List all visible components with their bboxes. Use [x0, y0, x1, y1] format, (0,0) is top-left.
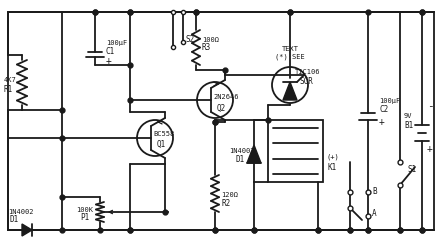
Polygon shape: [247, 145, 261, 163]
Text: 1N4002: 1N4002: [229, 148, 255, 154]
Text: S1: S1: [408, 166, 417, 174]
Text: BC558: BC558: [153, 131, 174, 137]
Text: R2: R2: [221, 199, 230, 209]
Text: 100K: 100K: [76, 207, 93, 213]
Text: D1: D1: [235, 155, 244, 163]
Text: C1: C1: [106, 47, 115, 55]
Bar: [268, 120, 323, 182]
Text: 4K7: 4K7: [4, 77, 17, 83]
Text: 100μF: 100μF: [106, 40, 127, 46]
Text: 9V: 9V: [404, 113, 412, 119]
Text: (+): (+): [327, 154, 340, 160]
Text: A: A: [372, 210, 377, 218]
Text: TIC106: TIC106: [295, 69, 320, 75]
Text: 120Ω: 120Ω: [221, 192, 238, 198]
Text: D1: D1: [10, 216, 19, 224]
Text: +: +: [106, 56, 112, 66]
Text: TEXT: TEXT: [282, 46, 299, 52]
Text: S2: S2: [186, 35, 195, 43]
Text: B1: B1: [404, 121, 413, 131]
Text: -: -: [427, 101, 434, 111]
Text: SCR: SCR: [300, 77, 314, 85]
Text: R3: R3: [202, 43, 211, 53]
Text: 100μF: 100μF: [379, 98, 400, 104]
Text: R1: R1: [4, 85, 13, 95]
Text: 100Ω: 100Ω: [202, 37, 219, 43]
Text: Q2: Q2: [217, 103, 226, 113]
Text: 2N2646: 2N2646: [213, 94, 239, 100]
Text: Q1: Q1: [157, 139, 166, 149]
Text: C2: C2: [379, 106, 388, 114]
Text: 1N4002: 1N4002: [8, 209, 34, 215]
Text: (*) SEE: (*) SEE: [275, 54, 305, 60]
Text: B: B: [372, 187, 377, 197]
Text: K1: K1: [327, 162, 336, 172]
Text: +: +: [379, 117, 385, 127]
Text: P1: P1: [80, 214, 89, 222]
Polygon shape: [22, 224, 32, 236]
Polygon shape: [283, 82, 297, 100]
Text: +: +: [427, 144, 433, 154]
